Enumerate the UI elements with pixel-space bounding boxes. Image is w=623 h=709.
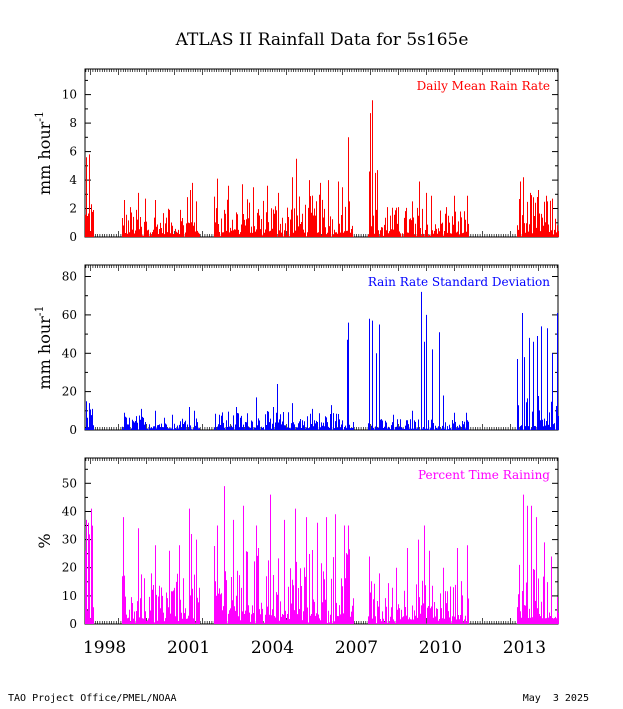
series-legend: Rain Rate Standard Deviation xyxy=(368,275,550,289)
footer-credit: TAO Project Office/PMEL/NOAA xyxy=(8,693,177,704)
y-axis-label: mm hour-1 xyxy=(33,305,54,389)
data-bars xyxy=(85,486,559,624)
y-tick-label: 40 xyxy=(62,346,77,360)
panel-daily-mean-rain-rate: 0 2 4 6 8 10 mm hour-1 Daily Mean Rain Rate xyxy=(33,68,559,244)
footer-date: May 3 2025 xyxy=(523,693,589,704)
y-axis-label: % xyxy=(35,533,54,548)
panel-rain-rate-std-dev: 0 20 40 60 80 mm hour-1 Rain Rate Standard Dev… xyxy=(33,264,559,437)
y-tick-label: 10 xyxy=(62,88,77,102)
x-ticks xyxy=(85,69,558,237)
panel-percent-time-raining: 0 10 20 30 40 50% Percent Time Raining xyxy=(35,457,559,631)
x-axis-labels: 1998 2001 2004 2007 2010 2013 xyxy=(83,638,546,658)
series-legend: Daily Mean Rain Rate xyxy=(417,79,550,93)
data-bars xyxy=(85,291,559,430)
data-bars xyxy=(85,100,559,237)
y-tick-label: 4 xyxy=(69,173,77,187)
y-tick-label: 50 xyxy=(62,476,77,490)
y-tick-label: 6 xyxy=(69,145,77,159)
plot-frame xyxy=(84,264,559,431)
chart-title: ATLAS II Rainfall Data for 5s165e xyxy=(175,30,469,50)
x-tick-label: 2013 xyxy=(503,638,546,658)
y-tick-label: 0 xyxy=(69,617,77,631)
y-tick-label: 40 xyxy=(62,505,77,519)
y-axis: 0 10 20 30 40 50 xyxy=(62,468,558,631)
x-tick-label: 1998 xyxy=(83,638,126,658)
x-ticks xyxy=(85,265,558,430)
y-tick-label: 0 xyxy=(69,423,77,437)
y-tick-label: 8 xyxy=(69,116,77,130)
y-tick-label: 2 xyxy=(69,202,77,216)
y-tick-label: 0 xyxy=(69,230,77,244)
y-axis-label: mm hour-1 xyxy=(33,111,54,195)
series-legend: Percent Time Raining xyxy=(418,468,550,482)
y-tick-label: 20 xyxy=(62,561,77,575)
x-tick-label: 2001 xyxy=(167,638,210,658)
y-tick-label: 80 xyxy=(62,270,77,284)
x-tick-label: 2007 xyxy=(335,638,378,658)
y-tick-label: 60 xyxy=(62,308,77,322)
y-tick-label: 10 xyxy=(62,589,77,603)
y-tick-label: 20 xyxy=(62,385,77,399)
y-tick-label: 30 xyxy=(62,533,77,547)
x-tick-label: 2010 xyxy=(419,638,462,658)
y-axis: 0 20 40 60 80 xyxy=(62,270,558,437)
x-tick-label: 2004 xyxy=(251,638,294,658)
